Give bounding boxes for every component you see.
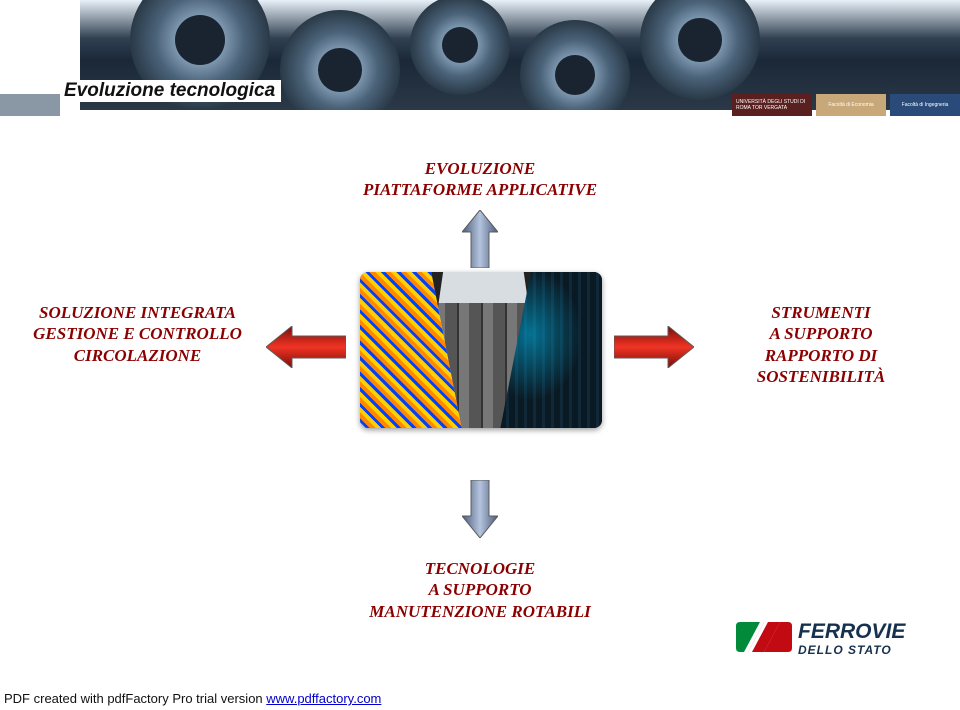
label-top: EVOLUZIONE PIATTAFORME APPLICATIVE (345, 158, 615, 201)
ferrovie-mark-icon (736, 622, 792, 652)
ferrovie-brand-line1: FERROVIE (798, 620, 906, 643)
label-line: A SUPPORTO (360, 579, 600, 600)
header-logo-slot (0, 94, 60, 116)
header-logo-strip-right: UNIVERSITÀ DEGLI STUDI DI ROMA TOR VERGA… (732, 94, 960, 116)
label-line: STRUMENTI (706, 302, 936, 323)
ferrovie-logo: FERROVIE DELLO STATO (734, 608, 934, 666)
header-logo-strip-left (0, 94, 60, 116)
label-line: SOLUZIONE INTEGRATA (30, 302, 245, 323)
label-line: A SUPPORTO (706, 323, 936, 344)
label-line: PIATTAFORME APPLICATIVE (345, 179, 615, 200)
gear-decor (520, 20, 630, 110)
page-title: Evoluzione tecnologica (64, 80, 281, 102)
arrow-left-icon (266, 326, 346, 368)
label-line: EVOLUZIONE (345, 158, 615, 179)
arrow-right-icon (614, 326, 694, 368)
label-right: STRUMENTI A SUPPORTO RAPPORTO DI SOSTENI… (706, 302, 936, 387)
ferrovie-brand-line2: DELLO STATO (798, 643, 892, 657)
label-line: GESTIONE E CONTROLLO (30, 323, 245, 344)
footer-link[interactable]: www.pdffactory.com (266, 691, 381, 706)
gear-decor (640, 0, 760, 100)
arrow-down-icon (462, 480, 498, 538)
header-logo-ingegneria: Facoltà di Ingegneria (890, 94, 960, 116)
footer-text: PDF created with pdfFactory Pro trial ve… (4, 691, 266, 706)
header-logo-economia: Facoltà di Economia (816, 94, 886, 116)
label-line: RAPPORTO DI SOSTENIBILITÀ (706, 345, 936, 388)
footer-note: PDF created with pdfFactory Pro trial ve… (4, 691, 381, 706)
label-left: SOLUZIONE INTEGRATA GESTIONE E CONTROLLO… (30, 302, 245, 366)
label-bottom: TECNOLOGIE A SUPPORTO MANUTENZIONE ROTAB… (360, 558, 600, 622)
label-line: TECNOLOGIE (360, 558, 600, 579)
gear-decor (280, 10, 400, 110)
gear-decor (410, 0, 510, 95)
center-image (360, 272, 602, 428)
header-logo-university: UNIVERSITÀ DEGLI STUDI DI ROMA TOR VERGA… (732, 94, 812, 116)
label-line: CIRCOLAZIONE (30, 345, 245, 366)
arrow-up-icon (462, 210, 498, 268)
label-line: MANUTENZIONE ROTABILI (360, 601, 600, 622)
